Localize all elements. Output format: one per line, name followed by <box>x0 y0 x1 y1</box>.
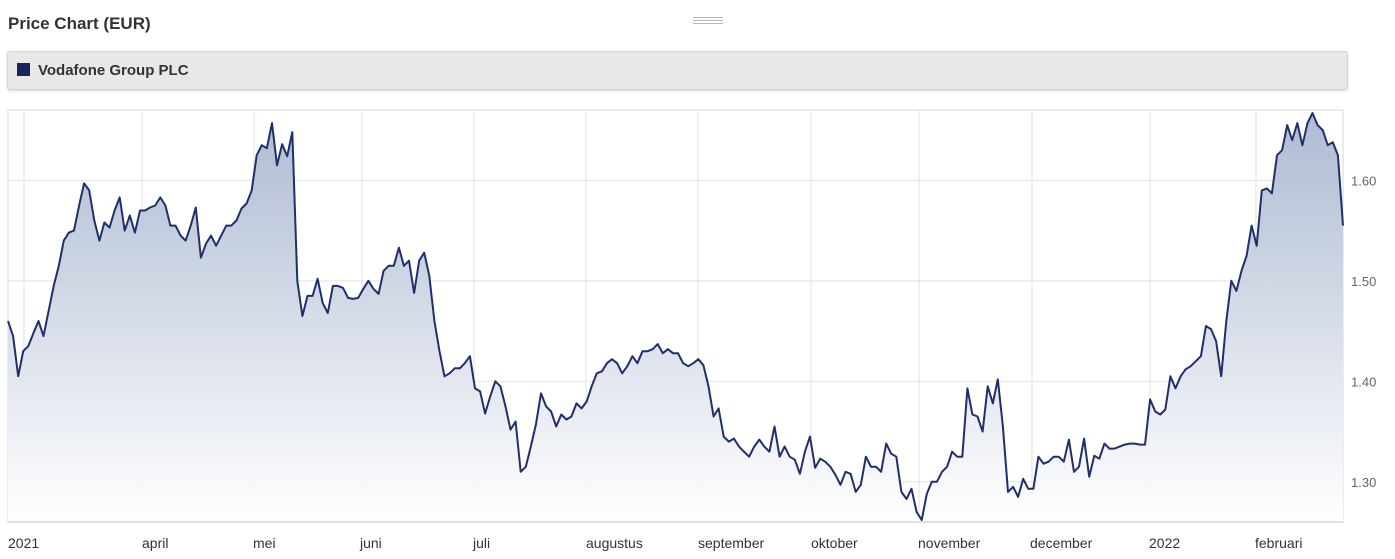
x-tick-label: juni <box>359 535 382 551</box>
legend-swatch <box>17 63 30 76</box>
y-tick-label: 1.40 <box>1351 374 1376 389</box>
x-tick-label: 2021 <box>8 535 39 551</box>
y-tick-label: 1.60 <box>1351 173 1376 188</box>
x-tick-label: september <box>698 535 764 551</box>
y-tick-label: 1.50 <box>1351 274 1376 289</box>
drag-handle-icon[interactable] <box>693 17 723 27</box>
x-tick-label: augustus <box>586 535 643 551</box>
y-tick-label: 1.30 <box>1351 475 1376 490</box>
x-tick-label: mei <box>253 535 276 551</box>
x-tick-label: december <box>1030 535 1093 551</box>
x-tick-label: 2022 <box>1149 535 1180 551</box>
series-line <box>7 112 1344 521</box>
x-tick-label: juli <box>472 535 490 551</box>
legend[interactable]: Vodafone Group PLC <box>7 51 1348 90</box>
series-area <box>8 113 1343 522</box>
legend-label[interactable]: Vodafone Group PLC <box>38 62 189 79</box>
chart-title: Price Chart (EUR) <box>8 14 151 33</box>
x-tick-label: november <box>918 535 981 551</box>
x-tick-label: oktober <box>811 535 858 551</box>
x-tick-label: april <box>142 535 168 551</box>
x-tick-label: februari <box>1255 535 1302 551</box>
